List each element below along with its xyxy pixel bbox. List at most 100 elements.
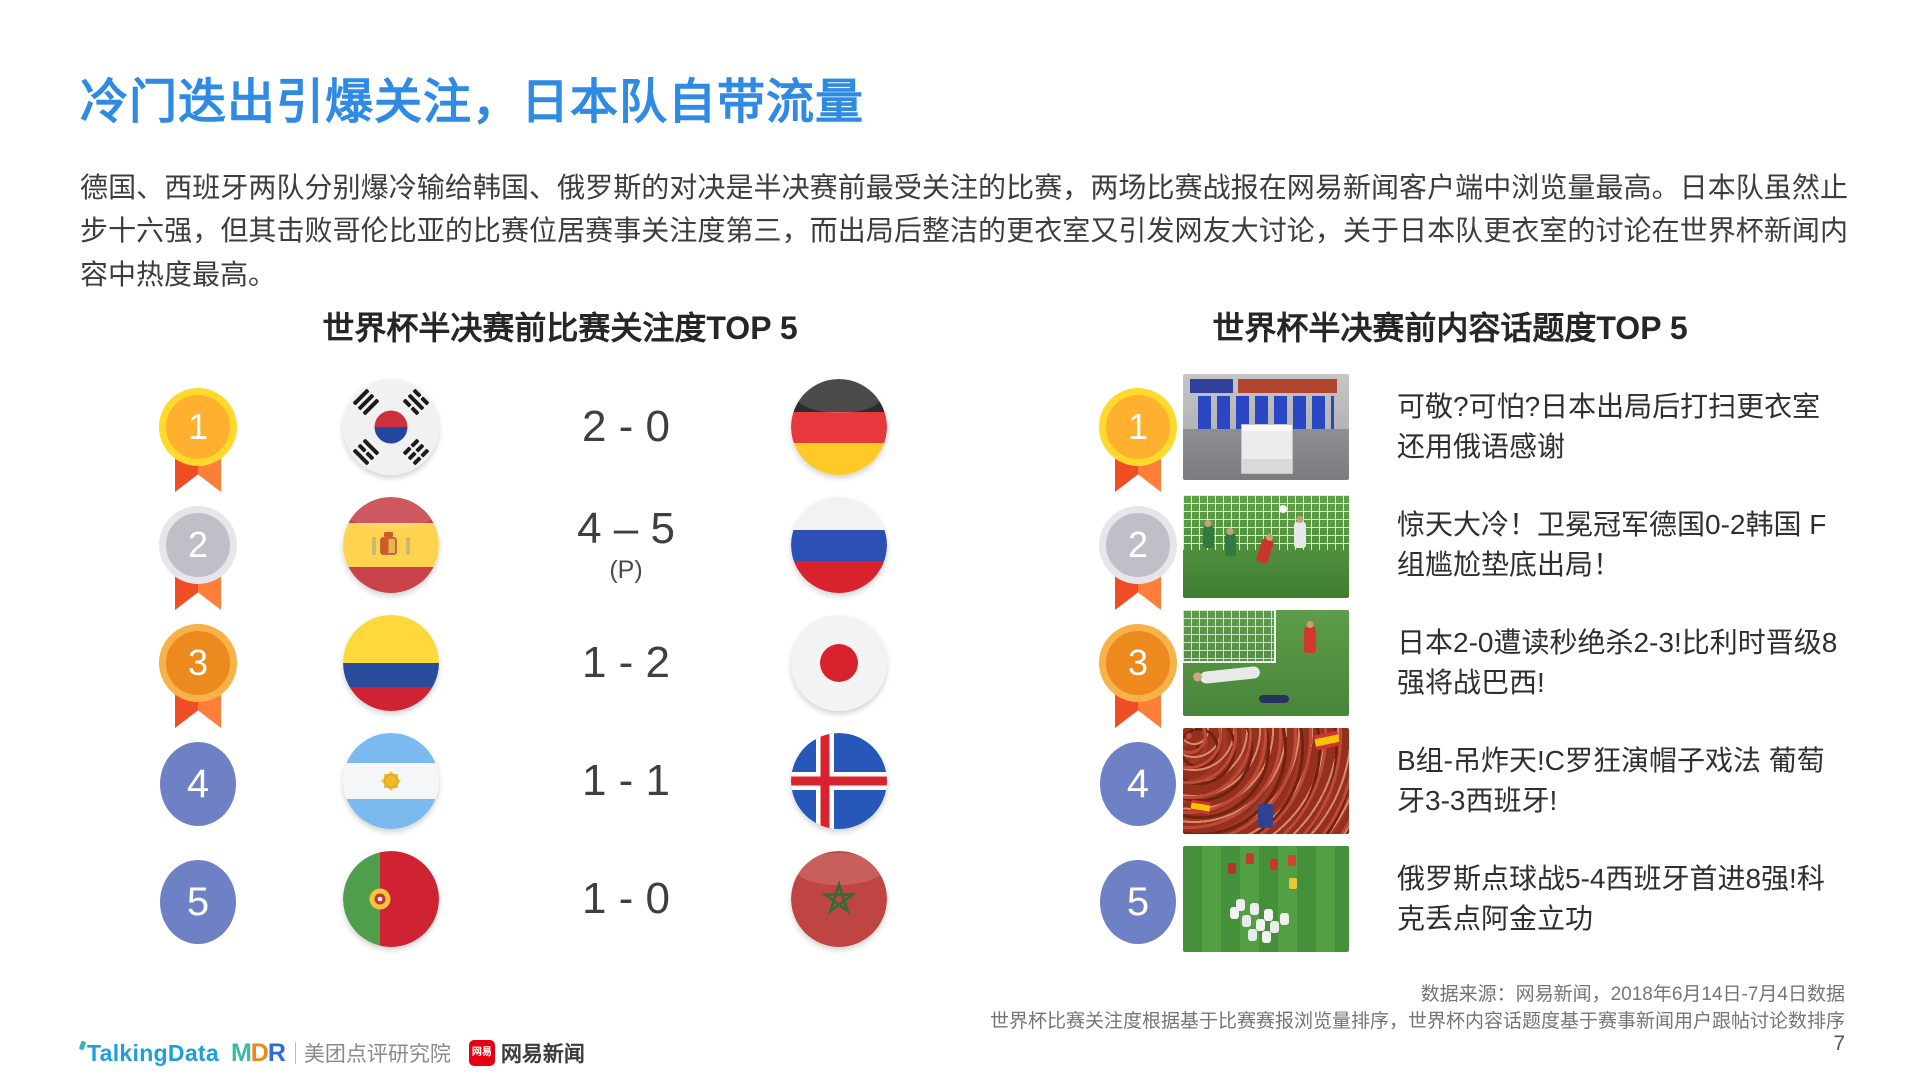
mdr-letter: R (267, 1038, 286, 1067)
spain-flag-shape (1313, 730, 1341, 751)
player-shape (1259, 694, 1290, 703)
rank-badge: 4 (1095, 742, 1181, 826)
rank-badge: 1 (1095, 388, 1181, 492)
rank-number: 5 (186, 879, 210, 924)
flag-japan-icon (791, 615, 887, 711)
player-shape (1304, 626, 1317, 653)
footer-logos: TalkingData M D R 美团点评研究院 网易 网易新闻 (78, 1038, 585, 1068)
rank-number: 4 (186, 761, 210, 806)
fan-shape (1257, 803, 1273, 828)
news-headline: 惊天大冷！卫冕冠军德国0-2韩国 F组尴尬垫底出局！ (1397, 509, 1827, 580)
topic-ranking-title: 世界杯半决赛前内容话题度TOP 5 (1212, 310, 1688, 346)
silver-medal-icon: 2 (1099, 506, 1177, 584)
flag-south-korea-icon (343, 379, 439, 475)
match-score: 1 - 1 (581, 756, 671, 805)
match-score: 1 - 0 (581, 874, 671, 923)
rank-badge: 5 (1095, 860, 1181, 944)
player-shape (1224, 534, 1236, 557)
table-row: 1 (130, 368, 942, 492)
player-shape (1246, 853, 1255, 865)
table-row: 3 1 - 2 (130, 604, 942, 728)
russia-spain-celebration-photo (1183, 846, 1349, 952)
match-score: 4 – 5 (577, 504, 675, 553)
list-item: 3 日本2-0遭读秒绝杀2-3!比利时晋级8强将战巴西! (1095, 604, 1855, 728)
rank-number: 2 (1127, 524, 1149, 565)
bronze-medal-icon: 3 (159, 624, 237, 702)
talkingdata-logo: TalkingData (78, 1039, 219, 1067)
intro-paragraph: 德国、西班牙两队分别爆冷输给韩国、俄罗斯的对决是半决赛前最受关注的比赛，两场比赛… (80, 172, 1848, 290)
player-shape (1202, 525, 1214, 548)
silver-medal-icon: 2 (159, 506, 237, 584)
match-score: 1 - 2 (581, 638, 671, 687)
rank-circle: 4 (160, 742, 236, 826)
rank-number: 2 (187, 524, 209, 565)
meituan-dianping-label: 美团点评研究院 (303, 1043, 451, 1066)
flag-morocco-icon (791, 851, 887, 947)
players-huddle-shape (1236, 899, 1246, 911)
news-headline: 日本2-0遭读秒绝杀2-3!比利时晋级8强将战巴西! (1397, 627, 1838, 698)
goal-net-shape (1183, 610, 1277, 663)
germany-korea-goal-photo (1183, 492, 1349, 598)
mdr-letter: M (230, 1038, 252, 1067)
topic-ranking-list: 1 可敬?可怕?日本出局后打扫更衣室 还用俄语感谢 2 (1095, 368, 1855, 958)
flag-spain-icon (343, 497, 439, 593)
bronze-medal-icon: 3 (1099, 624, 1177, 702)
list-item: 2 惊天大冷！卫冕冠军德国0-2韩国 F组尴尬垫底出局！ (1095, 486, 1855, 610)
match-score-cell: 4 – 5 (P) (577, 504, 675, 586)
list-item: 4 B组-吊炸天!C罗狂演帽子戏法 葡萄牙3-3西班牙! (1095, 722, 1855, 840)
penalty-note: (P) (609, 556, 643, 584)
spain-flag-shape (1190, 799, 1212, 815)
data-source-line2: 世界杯比赛关注度根据基于比赛赛报浏览量排序，世界杯内容话题度基于赛事新闻用户跟帖… (989, 1010, 1845, 1032)
list-item: 1 可敬?可怕?日本出局后打扫更衣室 还用俄语感谢 (1095, 368, 1855, 492)
flag-germany-icon (791, 379, 887, 475)
data-source-line1: 数据来源：网易新闻，2018年6月14日-7月4日数据 (1420, 984, 1845, 1005)
page-title: 冷门迭出引爆关注，日本队自带流量 (80, 76, 865, 129)
data-source-note: 数据来源：网易新闻，2018年6月14日-7月4日数据 世界杯比赛关注度根据基于… (545, 982, 1845, 1035)
ball-shape (1279, 504, 1288, 513)
flag-portugal-icon (343, 851, 439, 947)
rank-badge: 3 (155, 624, 241, 728)
talkingdata-logo-mark-icon (78, 1039, 87, 1051)
netease-news-logo-icon: 网易 (468, 1040, 495, 1066)
netease-news-logo: 网易 网易新闻 (468, 1038, 585, 1068)
rank-number: 4 (1126, 761, 1150, 806)
mdr-letter: D (250, 1038, 269, 1067)
gold-medal-icon: 1 (1099, 388, 1177, 466)
news-headline: B组-吊炸天!C罗狂演帽子戏法 葡萄牙3-3西班牙! (1397, 745, 1825, 816)
japan-belgium-match-photo (1183, 610, 1349, 716)
gold-medal-icon: 1 (159, 388, 237, 466)
rank-number: 5 (1126, 879, 1150, 924)
flag-russia-icon (791, 497, 887, 593)
portugal-spain-fans-photo (1183, 728, 1349, 834)
match-ranking-title: 世界杯半决赛前比赛关注度TOP 5 (322, 310, 798, 346)
rank-badge: 5 (155, 860, 241, 944)
match-ranking-list: 1 (130, 368, 942, 958)
match-score: 2 - 0 (581, 402, 671, 451)
jerseys-shape (1197, 396, 1335, 430)
table-row: 2 4 – 5 (P) (130, 486, 942, 610)
rank-number: 1 (1127, 406, 1149, 447)
flag-iceland-icon (791, 733, 887, 829)
match-score-cell: 2 - 0 (582, 402, 670, 452)
rank-circle: 5 (160, 860, 236, 944)
divider (294, 1042, 296, 1064)
page-number: 7 (1833, 1032, 1845, 1055)
news-headline: 俄罗斯点球战5-4西班牙首进8强!科克丢点阿金立功 (1397, 863, 1825, 934)
rank-badge: 4 (155, 742, 241, 826)
rank-number: 1 (187, 406, 209, 447)
list-item: 5 俄罗斯点球战5-4西班牙首进8强!科克丢点阿金立功 (1095, 840, 1855, 958)
match-score-cell: 1 - 2 (582, 638, 670, 688)
table-row: 5 1 - 0 (130, 840, 942, 958)
rank-badge: 2 (155, 506, 241, 610)
flag-colombia-icon (343, 615, 439, 711)
talkingdata-logo-text: TalkingData (87, 1039, 219, 1066)
rank-badge: 2 (1095, 506, 1181, 610)
referee-shape (1289, 877, 1298, 889)
netease-news-label: 网易新闻 (500, 1043, 585, 1066)
rank-badge: 3 (1095, 624, 1181, 728)
table-row: 4 1 - 1 (130, 722, 942, 840)
match-score-cell: 1 - 0 (582, 874, 670, 924)
goalkeeper-shape (1199, 666, 1260, 685)
flag-argentina-icon (343, 733, 439, 829)
mdr-meituan-logo: M D R 美团点评研究院 (231, 1038, 451, 1068)
